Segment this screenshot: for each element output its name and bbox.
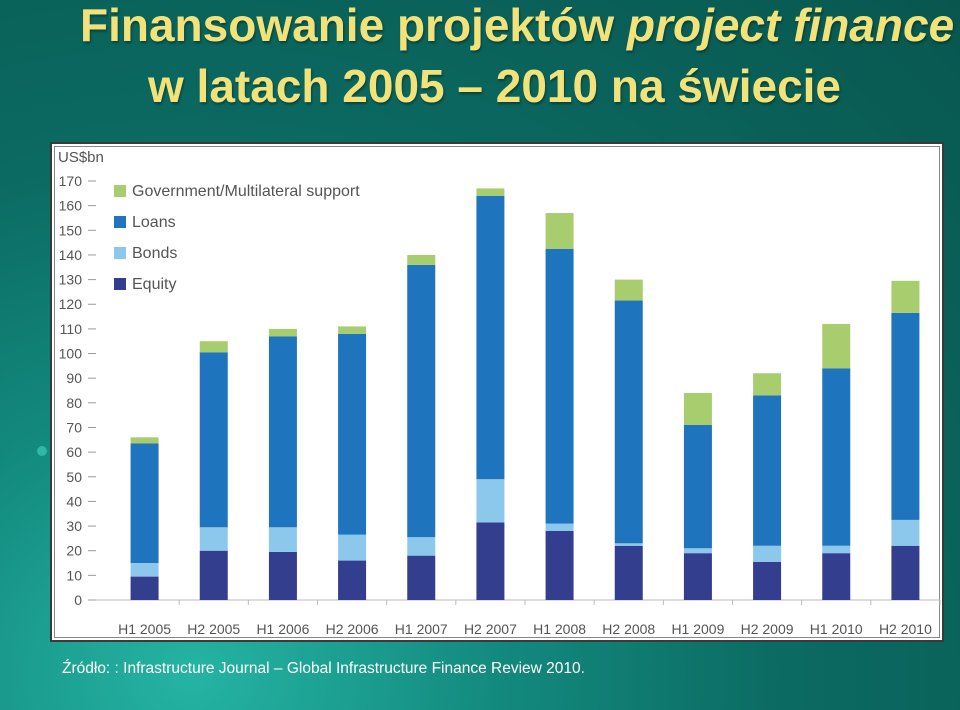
bar-segment-loans <box>614 300 643 544</box>
bar-segment-equity <box>822 553 851 600</box>
bar-segment-equity <box>407 555 436 600</box>
bar-segment-government-multilateral-support <box>545 213 574 249</box>
legend-swatch <box>114 278 126 290</box>
y-tick-label: 90 <box>66 370 82 386</box>
chart-frame: US$bn 0 10 20 30 40 50 60 70 80 90 100 110 120 130 140 1… <box>50 142 944 642</box>
x-tick-label: H2 2010 <box>879 621 932 637</box>
bar-segment-bonds <box>822 545 851 554</box>
x-tick-label: H1 2008 <box>533 621 586 637</box>
x-tick-label: H1 2005 <box>118 621 171 637</box>
y-tick-label: 150 <box>59 222 83 238</box>
legend-label: Bonds <box>132 245 177 262</box>
y-tick-label: 120 <box>59 296 83 312</box>
y-tick-label: 160 <box>59 198 83 214</box>
source-note: Źródło: : Infrastructure Journal – Globa… <box>62 660 585 677</box>
y-tick-label: 110 <box>60 321 83 337</box>
bar-segment-bonds <box>199 527 228 551</box>
x-tick-label: H2 2006 <box>326 621 379 637</box>
bar-segment-equity <box>338 560 367 600</box>
bar-segment-equity <box>683 553 712 600</box>
bar-segment-loans <box>407 264 436 538</box>
bar-segment-equity <box>268 551 297 600</box>
legend-swatch <box>114 216 126 228</box>
x-tick-label: H2 2005 <box>187 621 240 637</box>
bar-segment-bonds <box>545 523 574 531</box>
bar-segment-loans <box>338 333 367 535</box>
legend-swatch <box>114 247 126 259</box>
y-tick-label: 10 <box>66 567 82 583</box>
bar-segment-bonds <box>476 479 505 523</box>
y-tick-label: 30 <box>66 518 82 534</box>
bar-segment-bonds <box>683 548 712 554</box>
y-tick-label: 40 <box>66 493 82 509</box>
bar-segment-bonds <box>268 527 297 552</box>
bar-segment-loans <box>199 352 228 528</box>
title-line-1: Finansowanie projektów project finance <box>80 0 954 53</box>
bar-segment-loans <box>545 248 574 524</box>
x-tick-label: H1 2006 <box>256 621 309 637</box>
bar-segment-loans <box>891 312 920 520</box>
bar-segment-bonds <box>753 545 782 562</box>
bar-segment-government-multilateral-support <box>476 188 505 196</box>
bar-segment-loans <box>683 425 712 549</box>
bar-segment-loans <box>753 395 782 546</box>
title-part-1-italic: project finance <box>626 0 955 51</box>
bar-segment-equity <box>753 561 782 600</box>
legend-swatch <box>114 185 126 197</box>
bar-segment-bonds <box>891 519 920 546</box>
y-tick-label: 170 <box>59 173 83 189</box>
x-tick-label: H2 2008 <box>602 621 655 637</box>
title-part-1: Finansowanie projektów <box>80 0 627 51</box>
title-line-2: w latach 2005 – 2010 na świecie <box>148 60 842 112</box>
legend-label: Loans <box>132 214 176 231</box>
legend-label: Equity <box>132 276 176 293</box>
bar-segment-government-multilateral-support <box>683 392 712 426</box>
y-tick-label: 70 <box>66 419 82 435</box>
bar-segment-government-multilateral-support <box>130 437 159 444</box>
bar-segment-loans <box>822 368 851 546</box>
y-tick-label: 140 <box>59 247 83 263</box>
bar-segment-bonds <box>407 537 436 556</box>
y-tick-label: 100 <box>59 346 83 362</box>
bar-segment-bonds <box>338 534 367 561</box>
bullet-dot <box>37 446 47 456</box>
bar-segment-bonds <box>614 543 643 546</box>
y-tick-label: 20 <box>66 543 82 559</box>
bar-segment-equity <box>476 522 505 600</box>
bar-segment-equity <box>891 545 920 600</box>
bar-segment-loans <box>476 195 505 480</box>
bar-segment-government-multilateral-support <box>891 280 920 313</box>
bar-segment-loans <box>130 443 159 564</box>
legend-label: Government/Multilateral support <box>132 183 360 200</box>
x-tick-label: H1 2009 <box>671 621 724 637</box>
bar-segment-equity <box>130 576 159 600</box>
bar-segment-loans <box>268 336 297 528</box>
bar-segment-government-multilateral-support <box>822 323 851 369</box>
y-tick-label: 80 <box>66 395 82 411</box>
y-tick-label: 130 <box>59 272 83 288</box>
y-tick-label: 0 <box>74 592 82 608</box>
bar-segment-equity <box>199 550 228 600</box>
bar-segment-equity <box>614 545 643 600</box>
y-tick-label: 60 <box>66 444 82 460</box>
x-tick-label: H2 2009 <box>741 621 794 637</box>
bar-segment-government-multilateral-support <box>753 373 782 396</box>
x-tick-label: H1 2010 <box>810 621 863 637</box>
bar-segment-government-multilateral-support <box>268 328 297 337</box>
stacked-bar-chart: US$bn 0 10 20 30 40 50 60 70 80 90 100 110 120 130 140 1… <box>58 149 941 637</box>
bar-segment-equity <box>545 530 574 600</box>
bar-segment-government-multilateral-support <box>338 326 367 334</box>
bar-segment-government-multilateral-support <box>199 341 228 353</box>
bar-segment-government-multilateral-support <box>407 254 436 265</box>
y-axis-label: US$bn <box>58 149 104 166</box>
x-tick-label: H1 2007 <box>395 621 448 637</box>
bar-segment-bonds <box>130 563 159 577</box>
x-tick-label: H2 2007 <box>464 621 517 637</box>
bar-segment-government-multilateral-support <box>614 279 643 301</box>
y-tick-label: 50 <box>66 469 82 485</box>
